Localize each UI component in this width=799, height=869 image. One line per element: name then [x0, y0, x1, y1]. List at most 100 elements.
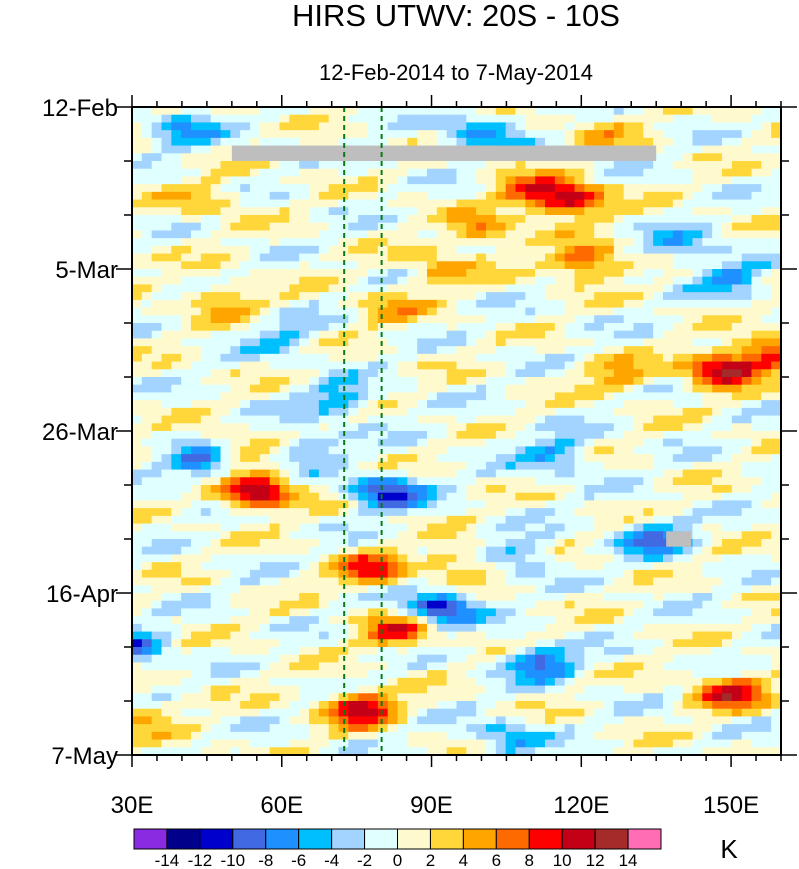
field-cell — [771, 407, 781, 417]
field-cell — [456, 222, 467, 232]
field-cell — [289, 600, 300, 610]
field-cell — [161, 454, 172, 463]
field-cell — [328, 191, 340, 201]
field-cell — [328, 485, 340, 494]
field-cell — [712, 161, 723, 170]
field-cell — [604, 230, 615, 239]
field-cell — [623, 338, 635, 347]
field-cell — [240, 600, 251, 610]
field-cell — [446, 662, 458, 671]
field-cell — [250, 546, 261, 556]
field-cell — [417, 423, 428, 432]
field-cell — [328, 677, 340, 687]
field-cell — [328, 161, 340, 170]
field-cell — [427, 662, 438, 671]
field-cell — [594, 330, 605, 340]
field-cell — [220, 215, 231, 224]
field-cell — [653, 639, 664, 648]
field-cell — [220, 130, 231, 139]
field-cell — [535, 338, 546, 347]
field-cell — [230, 207, 241, 216]
field-cell — [309, 377, 320, 386]
field-cell — [161, 107, 172, 116]
field-cell — [377, 531, 389, 540]
field-cell — [692, 631, 703, 640]
field-cell — [653, 631, 664, 640]
field-cell — [309, 647, 320, 656]
field-cell — [672, 122, 684, 131]
field-cell — [515, 469, 526, 478]
field-cell — [495, 500, 507, 509]
field-cell — [574, 315, 585, 324]
field-cell — [220, 600, 231, 610]
field-cell — [328, 276, 340, 286]
field-cell — [771, 523, 781, 532]
field-cell — [554, 639, 566, 648]
field-cell — [486, 338, 497, 347]
field-cell — [466, 492, 477, 502]
field-cell — [299, 662, 310, 671]
field-cell — [545, 454, 556, 463]
field-cell — [643, 662, 654, 671]
field-cell — [161, 207, 172, 216]
field-cell — [456, 670, 467, 679]
field-cell — [495, 431, 507, 440]
field-cell — [279, 191, 290, 201]
field-cell — [368, 253, 379, 262]
field-cell — [377, 562, 389, 571]
field-cell — [259, 477, 271, 486]
field-cell — [663, 191, 674, 201]
field-cell — [712, 485, 723, 494]
field-cell — [417, 531, 428, 540]
field-cell — [702, 392, 713, 401]
field-cell — [574, 230, 585, 239]
field-cell — [663, 577, 674, 586]
field-cell — [604, 176, 615, 185]
field-cell — [466, 330, 477, 340]
field-cell — [712, 176, 723, 185]
field-cell — [240, 361, 251, 370]
field-cell — [132, 415, 143, 424]
field-cell — [318, 431, 330, 440]
field-cell — [269, 469, 281, 478]
field-cell — [407, 407, 418, 417]
field-cell — [505, 685, 517, 694]
field-cell — [613, 253, 625, 262]
field-cell — [741, 168, 753, 178]
field-cell — [751, 330, 762, 340]
field-cell — [554, 191, 566, 201]
field-cell — [289, 670, 300, 679]
field-cell — [456, 585, 467, 594]
field-cell — [132, 438, 143, 448]
field-cell — [604, 616, 615, 625]
field-cell — [741, 585, 753, 594]
field-cell — [545, 508, 556, 517]
field-cell — [446, 485, 458, 494]
field-cell — [250, 261, 261, 270]
field-cell — [181, 377, 192, 386]
field-cell — [279, 500, 290, 509]
field-cell — [653, 647, 664, 656]
field-cell — [191, 431, 202, 440]
field-cell — [741, 539, 753, 548]
field-cell — [318, 600, 330, 610]
field-cell — [299, 508, 310, 517]
field-cell — [191, 191, 202, 201]
field-cell — [505, 361, 517, 370]
field-cell — [289, 176, 300, 185]
field-cell — [358, 199, 369, 208]
field-cell — [771, 469, 781, 478]
field-cell — [220, 230, 231, 239]
field-cell — [761, 191, 772, 201]
field-cell — [427, 284, 438, 293]
field-cell — [751, 531, 762, 540]
field-cell — [191, 639, 202, 648]
field-cell — [161, 631, 172, 640]
field-cell — [397, 377, 408, 386]
field-cell — [535, 639, 546, 648]
field-cell — [594, 677, 605, 687]
field-cell — [613, 292, 625, 301]
field-cell — [535, 431, 546, 440]
field-cell — [722, 677, 733, 687]
field-cell — [486, 261, 497, 270]
